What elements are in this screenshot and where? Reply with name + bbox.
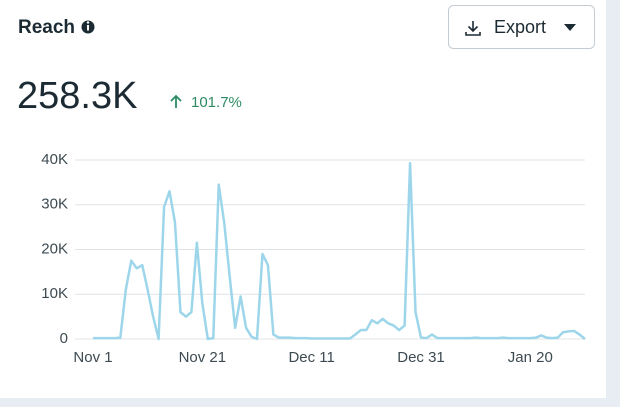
y-tick-label: 40K — [41, 151, 68, 168]
reach-line — [93, 161, 586, 341]
export-button[interactable]: Export — [448, 5, 595, 49]
x-tick-label: Jan 20 — [508, 349, 553, 366]
x-tick-label: Dec 11 — [288, 349, 334, 366]
card-title: Reach — [18, 17, 75, 38]
export-label: Export — [494, 17, 546, 37]
x-tick-label: Nov 1 — [73, 349, 112, 366]
y-tick-label: 30K — [41, 196, 68, 213]
y-tick-label: 20K — [41, 240, 68, 257]
summary-change: 101.7% — [191, 94, 242, 111]
x-tick-label: Nov 21 — [179, 349, 227, 366]
up-arrow — [170, 94, 182, 108]
card — [0, 0, 606, 398]
y-tick-label: 10K — [41, 285, 68, 302]
download-icon — [465, 21, 481, 36]
y-tick-label: 0 — [60, 330, 68, 347]
caret-icon — [564, 24, 576, 31]
summary-value: 258.3K — [17, 75, 137, 117]
x-tick-label: Dec 31 — [397, 349, 445, 366]
info-icon[interactable] — [81, 20, 95, 34]
